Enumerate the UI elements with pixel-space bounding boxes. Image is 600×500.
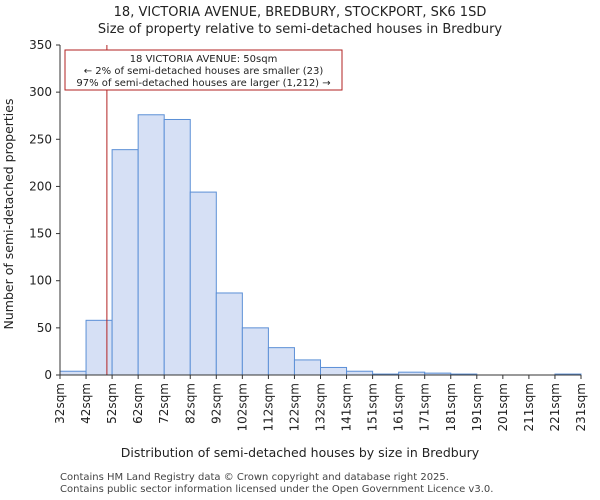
x-tick-label-211sqm: 211sqm (522, 383, 536, 431)
x-tick-label-112sqm: 112sqm (261, 383, 275, 431)
annotation-box: 18 VICTORIA AVENUE: 50sqm ← 2% of semi-d… (64, 49, 343, 91)
footer-line-1: Contains HM Land Registry data © Crown c… (60, 472, 449, 483)
chart-title: 18, VICTORIA AVENUE, BREDBURY, STOCKPORT… (114, 5, 487, 20)
x-tick-label-201sqm: 201sqm (496, 383, 510, 431)
x-tick-label-231sqm: 231sqm (574, 383, 588, 431)
y-tick-label-350: 350 (29, 38, 52, 52)
annotation-line-2: ← 2% of semi-detached houses are smaller… (84, 66, 324, 77)
bar-42sqm (85, 319, 113, 376)
x-tick-label-32sqm: 32sqm (53, 383, 67, 424)
annotation-border (64, 49, 343, 91)
bar-62sqm (137, 114, 165, 376)
x-tick-label-42sqm: 42sqm (79, 383, 93, 424)
bar-32sqm (59, 370, 87, 376)
y-tick-label-150: 150 (29, 227, 52, 241)
y-tick-label-0: 0 (44, 368, 52, 382)
bar-141sqm (346, 370, 374, 376)
x-tick-label-102sqm: 102sqm (235, 383, 249, 431)
bars-group (59, 114, 582, 376)
histogram-chart: 18, VICTORIA AVENUE, BREDBURY, STOCKPORT… (1, 5, 588, 460)
footer-line-2: Contains public sector information licen… (60, 484, 494, 495)
x-tick-label-52sqm: 52sqm (105, 383, 119, 424)
x-tick-label-62sqm: 62sqm (131, 383, 145, 424)
y-tick-label-300: 300 (29, 85, 52, 99)
y-axis-label: Number of semi-detached properties (1, 99, 16, 330)
y-tick-label-100: 100 (29, 274, 52, 288)
bar-72sqm (163, 118, 191, 376)
x-tick-label-82sqm: 82sqm (183, 383, 197, 424)
x-tick-label-141sqm: 141sqm (340, 383, 354, 431)
x-tick-label-181sqm: 181sqm (444, 383, 458, 431)
axes-group: 0 50 100 150 200 250 300 350 32sqm 42sqm 52sqm 62sq… (29, 38, 588, 431)
bar-102sqm (241, 327, 269, 376)
x-tick-label-191sqm: 191sqm (470, 383, 484, 431)
x-tick-label-151sqm: 151sqm (366, 383, 380, 431)
x-tick-label-122sqm: 122sqm (287, 383, 301, 431)
y-tick-label-50: 50 (37, 321, 52, 335)
x-tick-label-132sqm: 132sqm (314, 383, 328, 431)
x-axis-label: Distribution of semi-detached houses by … (121, 445, 480, 460)
x-tick-label-72sqm: 72sqm (157, 383, 171, 424)
bar-52sqm (111, 149, 139, 376)
y-tick-label-200: 200 (29, 179, 52, 193)
bar-92sqm (215, 292, 243, 376)
chart-subtitle: Size of property relative to semi-detach… (98, 22, 503, 37)
annotation-line-1: 18 VICTORIA AVENUE: 50sqm (130, 54, 278, 65)
x-tick-label-171sqm: 171sqm (418, 383, 432, 431)
annotation-line-3: 97% of semi-detached houses are larger (… (76, 78, 330, 89)
bar-82sqm (189, 191, 217, 376)
x-tick-label-221sqm: 221sqm (548, 383, 562, 431)
bar-122sqm (293, 359, 322, 376)
bar-112sqm (267, 347, 295, 376)
bar-132sqm (320, 366, 348, 376)
x-tick-label-92sqm: 92sqm (209, 383, 223, 424)
x-tick-label-161sqm: 161sqm (392, 383, 406, 431)
y-tick-label-250: 250 (29, 132, 52, 146)
